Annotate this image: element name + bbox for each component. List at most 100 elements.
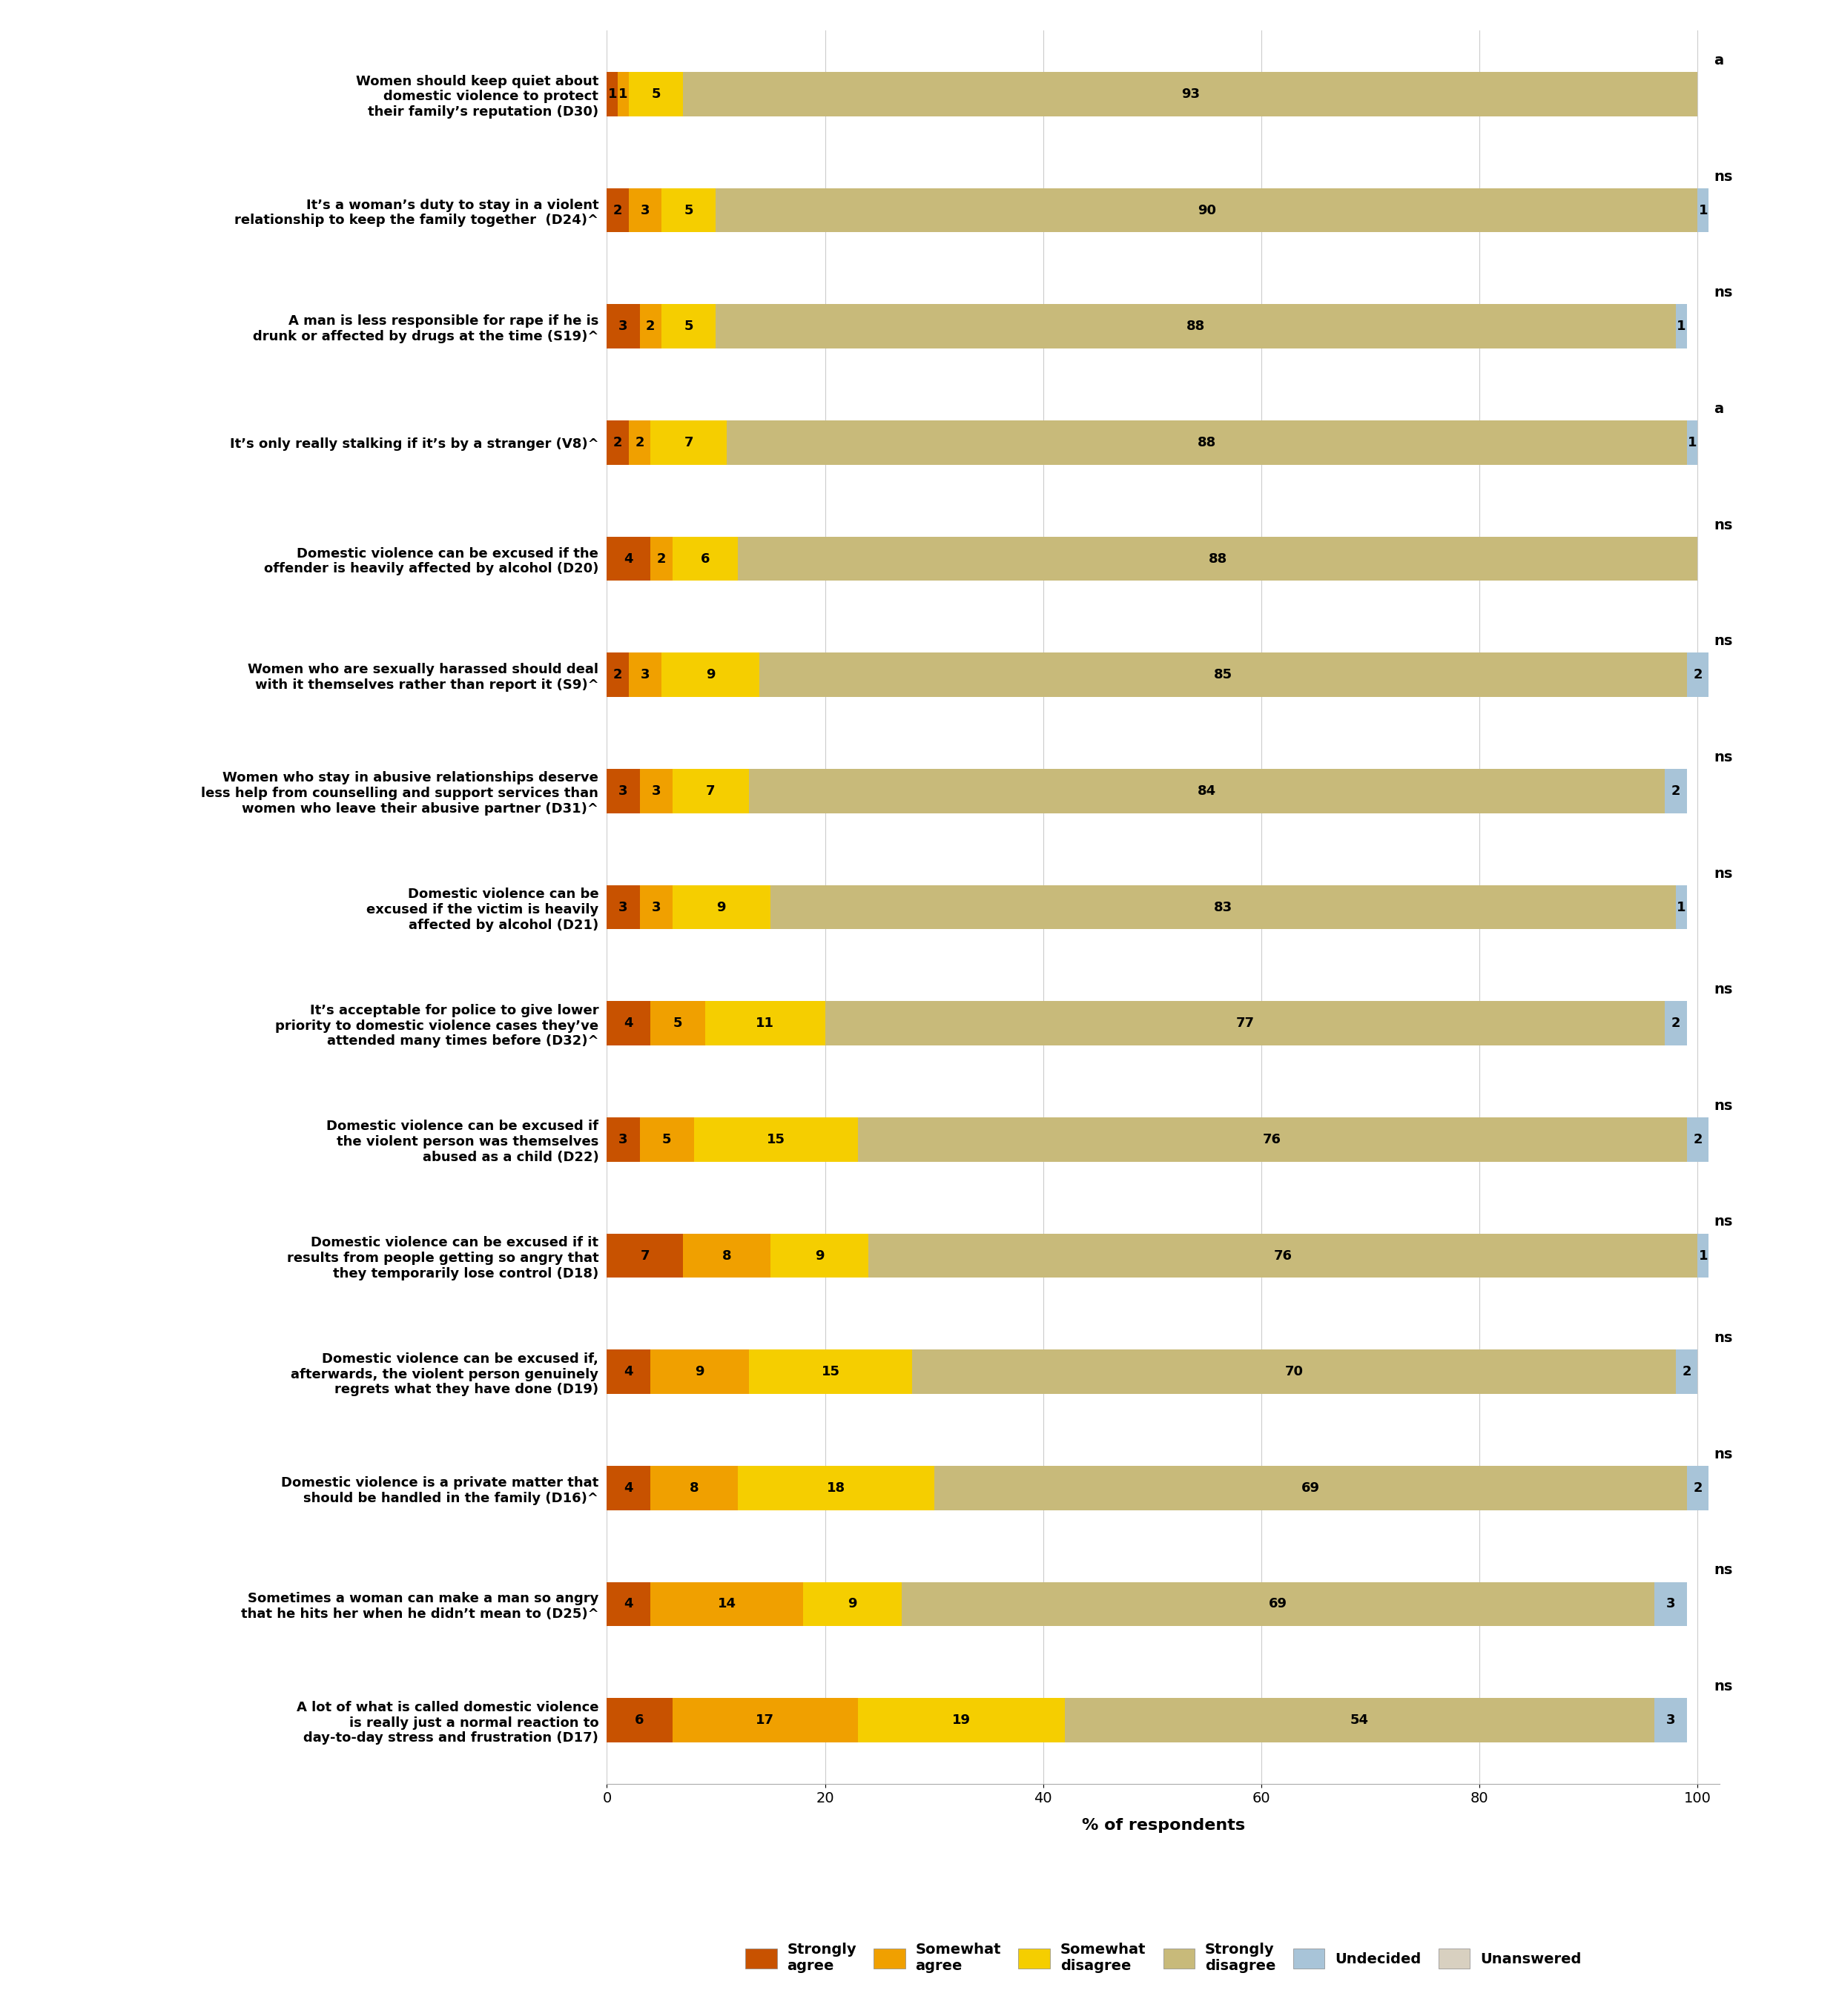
Bar xyxy=(1675,1351,1697,1393)
Bar xyxy=(1675,304,1686,349)
Text: 4: 4 xyxy=(623,1597,633,1611)
Bar xyxy=(629,421,651,464)
Bar xyxy=(704,1002,826,1046)
Text: 7: 7 xyxy=(706,784,715,798)
Bar xyxy=(651,1002,704,1046)
Bar xyxy=(607,1697,673,1742)
Bar xyxy=(607,653,629,698)
Bar xyxy=(693,1117,857,1161)
Text: 1: 1 xyxy=(1677,901,1686,913)
Bar xyxy=(673,885,771,929)
Bar xyxy=(651,1351,748,1393)
Bar xyxy=(826,1002,1664,1046)
Bar xyxy=(1697,1234,1708,1278)
Text: ns: ns xyxy=(1714,867,1732,881)
Text: 8: 8 xyxy=(690,1482,699,1494)
Text: 83: 83 xyxy=(1214,901,1232,913)
X-axis label: % of respondents: % of respondents xyxy=(1081,1818,1245,1833)
Bar xyxy=(901,1583,1653,1627)
Bar xyxy=(629,187,662,232)
Bar xyxy=(726,421,1686,464)
Text: 69: 69 xyxy=(1302,1482,1320,1494)
Bar xyxy=(607,1234,684,1278)
Bar xyxy=(715,187,1697,232)
Text: 9: 9 xyxy=(706,667,715,681)
Text: 6: 6 xyxy=(701,552,710,564)
Bar xyxy=(629,653,662,698)
Text: 2: 2 xyxy=(1694,1133,1703,1147)
Bar xyxy=(662,187,715,232)
Text: 3: 3 xyxy=(1666,1597,1675,1611)
Bar xyxy=(1686,421,1697,464)
Bar xyxy=(607,885,640,929)
Bar xyxy=(1697,187,1708,232)
Bar xyxy=(640,1117,693,1161)
Text: 88: 88 xyxy=(1186,321,1205,333)
Bar xyxy=(684,1234,771,1278)
Bar xyxy=(771,885,1675,929)
Text: ns: ns xyxy=(1714,1562,1732,1577)
Bar xyxy=(737,536,1697,581)
Text: 2: 2 xyxy=(612,435,622,450)
Bar xyxy=(748,1351,912,1393)
Text: 1: 1 xyxy=(607,87,616,101)
Text: ns: ns xyxy=(1714,169,1732,183)
Bar xyxy=(607,421,629,464)
Text: 15: 15 xyxy=(822,1365,840,1379)
Bar xyxy=(760,653,1686,698)
Bar xyxy=(607,304,640,349)
Bar xyxy=(618,73,629,117)
Text: 18: 18 xyxy=(826,1482,846,1494)
Text: 88: 88 xyxy=(1197,435,1216,450)
Bar xyxy=(715,304,1675,349)
Text: 90: 90 xyxy=(1197,204,1216,218)
Text: 19: 19 xyxy=(953,1714,971,1728)
Text: ns: ns xyxy=(1714,982,1732,996)
Bar xyxy=(857,1117,1686,1161)
Text: 1: 1 xyxy=(1699,1250,1708,1262)
Text: 76: 76 xyxy=(1263,1133,1282,1147)
Text: 76: 76 xyxy=(1274,1250,1293,1262)
Bar xyxy=(1664,768,1686,812)
Text: 5: 5 xyxy=(673,1016,682,1030)
Text: 1: 1 xyxy=(1699,204,1708,218)
Text: ns: ns xyxy=(1714,1331,1732,1345)
Text: 3: 3 xyxy=(618,1133,627,1147)
Bar xyxy=(662,653,760,698)
Text: 2: 2 xyxy=(645,321,655,333)
Legend: Strongly
agree, Somewhat
agree, Somewhat
disagree, Strongly
disagree, Undecided,: Strongly agree, Somewhat agree, Somewhat… xyxy=(739,1937,1587,1978)
Text: 15: 15 xyxy=(767,1133,785,1147)
Text: 2: 2 xyxy=(612,667,622,681)
Text: 77: 77 xyxy=(1236,1016,1254,1030)
Bar xyxy=(934,1466,1686,1510)
Text: 5: 5 xyxy=(651,87,660,101)
Text: 2: 2 xyxy=(1694,1482,1703,1494)
Bar xyxy=(640,885,673,929)
Text: 9: 9 xyxy=(848,1597,857,1611)
Text: 84: 84 xyxy=(1197,784,1216,798)
Bar xyxy=(673,536,737,581)
Text: 3: 3 xyxy=(640,204,649,218)
Bar xyxy=(771,1234,868,1278)
Bar xyxy=(1686,1466,1708,1510)
Bar xyxy=(629,73,684,117)
Text: 4: 4 xyxy=(623,1016,633,1030)
Bar xyxy=(651,421,726,464)
Text: ns: ns xyxy=(1714,1099,1732,1113)
Text: ns: ns xyxy=(1714,1216,1732,1230)
Bar xyxy=(737,1466,934,1510)
Text: 8: 8 xyxy=(723,1250,732,1262)
Text: 2: 2 xyxy=(612,204,622,218)
Text: 3: 3 xyxy=(618,321,627,333)
Text: 70: 70 xyxy=(1285,1365,1304,1379)
Text: 93: 93 xyxy=(1181,87,1199,101)
Bar xyxy=(640,768,673,812)
Bar xyxy=(607,1583,651,1627)
Text: 3: 3 xyxy=(618,901,627,913)
Text: 1: 1 xyxy=(618,87,627,101)
Text: 5: 5 xyxy=(684,321,693,333)
Bar xyxy=(651,536,673,581)
Text: ns: ns xyxy=(1714,1679,1732,1693)
Text: 2: 2 xyxy=(634,435,644,450)
Bar xyxy=(804,1583,901,1627)
